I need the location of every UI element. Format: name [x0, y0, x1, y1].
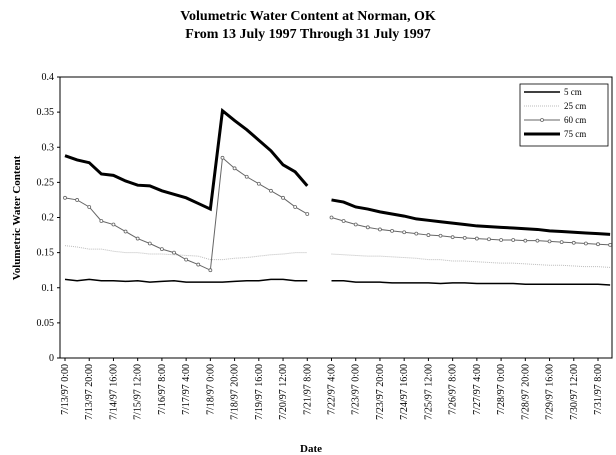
series-marker: [438, 233, 443, 238]
series-marker: [196, 262, 201, 267]
series-marker: [256, 181, 261, 186]
series-line: [64, 278, 611, 286]
series-marker: [559, 240, 564, 244]
x-tick-label: 7/30/97 12:00: [569, 364, 580, 420]
x-tick-label: 7/22/97 4:00: [327, 364, 338, 415]
x-tick-label: 7/31/97 8:00: [593, 364, 604, 415]
series-marker: [390, 228, 394, 233]
x-tick-label: 7/18/97 20:00: [230, 364, 241, 420]
series-marker: [99, 219, 104, 223]
series-marker: [523, 238, 528, 243]
x-tick-label: 7/23/97 20:00: [375, 364, 386, 420]
series-marker: [511, 238, 516, 242]
x-tick-label: 7/25/97 12:00: [423, 364, 434, 420]
series-marker: [414, 231, 419, 236]
chart-title: Volumetric Water Content at Norman, OK: [180, 9, 436, 24]
series-marker: [172, 250, 176, 255]
y-tick-label: 0.2: [42, 213, 55, 224]
x-tick-label: 7/15/97 12:00: [133, 364, 144, 420]
x-tick-label: 7/13/97 20:00: [84, 364, 95, 420]
series-marker: [596, 242, 600, 247]
y-tick-label: 0: [49, 353, 54, 364]
legend-marker: [540, 118, 544, 122]
x-tick-label: 7/18/97 0:00: [205, 364, 216, 415]
x-tick-label: 7/16/97 8:00: [157, 364, 168, 415]
series-marker: [450, 235, 455, 240]
y-tick-label: 0.25: [37, 177, 55, 188]
x-tick-label: 7/26/97 8:00: [448, 364, 459, 415]
series-marker: [402, 230, 407, 235]
series-marker: [111, 222, 116, 227]
x-tick-label: 7/21/97 8:00: [302, 364, 313, 415]
series-marker: [462, 235, 467, 240]
x-tick-label: 7/28/97 0:00: [496, 364, 507, 415]
y-tick-label: 0.1: [42, 283, 55, 294]
series-marker: [571, 240, 576, 245]
y-tick-label: 0.15: [37, 248, 55, 259]
series-marker: [123, 229, 128, 234]
x-tick-label: 7/13/97 0:00: [60, 364, 71, 415]
series-marker: [329, 215, 334, 220]
series-marker: [305, 212, 310, 216]
series-marker: [365, 225, 370, 230]
series-marker: [281, 195, 285, 200]
series-marker: [269, 188, 273, 193]
x-axis-label: Date: [300, 443, 322, 455]
series-marker: [87, 205, 92, 209]
series-marker: [184, 257, 189, 262]
x-tick-label: 7/23/97 0:00: [351, 364, 362, 415]
series-marker: [293, 205, 298, 209]
x-tick-label: 7/14/97 16:00: [108, 364, 119, 420]
series-marker: [535, 238, 540, 243]
y-tick-label: 0.05: [37, 318, 55, 329]
series-marker: [160, 247, 164, 252]
series-line: [64, 107, 611, 236]
series-line: [64, 245, 611, 268]
series-marker: [147, 241, 152, 246]
series-marker: [341, 219, 346, 223]
series-marker: [499, 238, 503, 242]
y-axis-label: Volumetric Water Content: [11, 155, 23, 280]
series-marker: [353, 222, 358, 227]
y-tick-label: 0.4: [42, 72, 55, 83]
legend-label: 25 cm: [564, 101, 586, 111]
legend-label: 75 cm: [564, 129, 586, 139]
x-tick-label: 7/19/97 16:00: [254, 364, 265, 420]
x-tick-label: 7/29/97 16:00: [545, 364, 556, 420]
series-marker: [487, 237, 491, 242]
series-marker: [378, 227, 382, 232]
legend-label: 5 cm: [564, 87, 582, 97]
legend-box: [519, 83, 609, 147]
series-marker: [474, 236, 479, 241]
y-tick-label: 0.3: [42, 142, 55, 153]
x-tick-label: 7/17/97 4:00: [181, 364, 192, 415]
series-marker: [220, 155, 225, 160]
series-marker: [208, 268, 213, 273]
series-marker: [244, 174, 249, 179]
series-marker: [75, 198, 80, 202]
series-marker: [135, 236, 140, 241]
x-tick-label: 7/28/97 20:00: [520, 364, 531, 420]
series-marker: [63, 195, 67, 200]
series-marker: [232, 166, 237, 171]
series-marker: [547, 239, 552, 244]
y-tick-label: 0.35: [37, 107, 55, 118]
series-marker: [583, 241, 588, 246]
x-tick-label: 7/24/97 16:00: [399, 364, 410, 420]
series-marker: [426, 233, 431, 237]
legend-label: 60 cm: [564, 115, 586, 125]
chart-subtitle: From 13 July 1997 Through 31 July 1997: [185, 27, 430, 42]
series-marker: [608, 242, 613, 247]
x-tick-label: 7/27/97 4:00: [472, 364, 483, 415]
x-tick-label: 7/20/97 12:00: [278, 364, 289, 420]
